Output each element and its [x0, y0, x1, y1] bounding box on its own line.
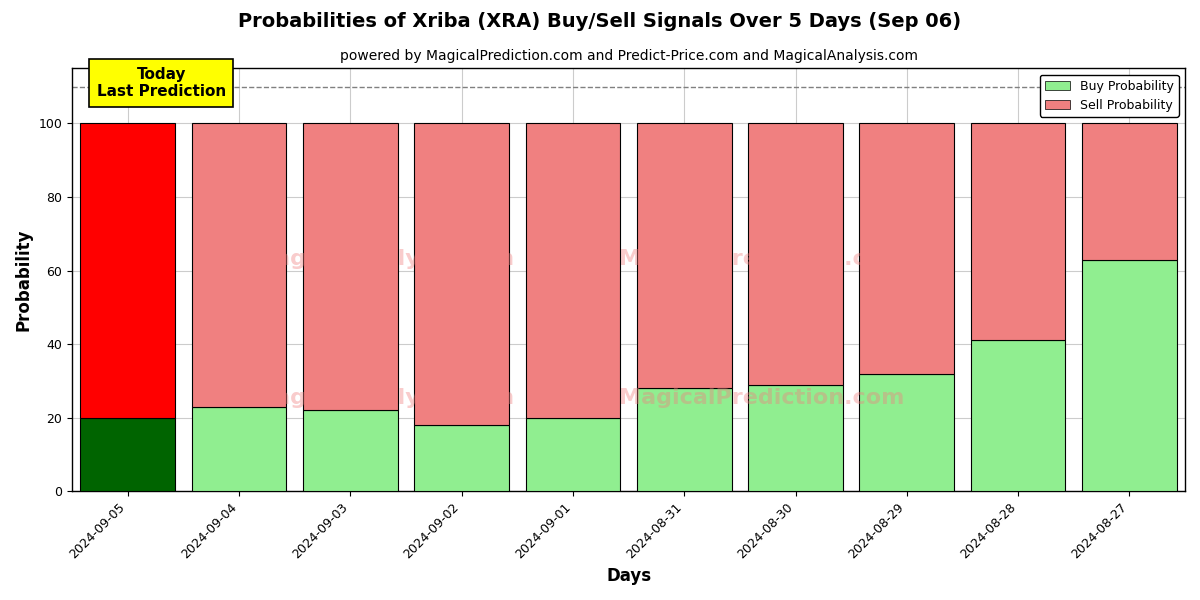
X-axis label: Days: Days	[606, 567, 652, 585]
Text: Probabilities of Xriba (XRA) Buy/Sell Signals Over 5 Days (Sep 06): Probabilities of Xriba (XRA) Buy/Sell Si…	[239, 12, 961, 31]
Bar	[304, 410, 397, 491]
Text: MagicalPrediction.com: MagicalPrediction.com	[619, 248, 905, 269]
Text: MagicalAnalysis.com: MagicalAnalysis.com	[253, 388, 515, 408]
Bar	[80, 124, 175, 418]
Bar	[637, 388, 732, 491]
Bar	[859, 374, 954, 491]
Bar	[971, 340, 1066, 491]
Bar	[414, 124, 509, 425]
Bar	[971, 124, 1066, 340]
Bar	[1082, 124, 1177, 260]
Y-axis label: Probability: Probability	[16, 229, 34, 331]
Bar	[192, 124, 287, 407]
Bar	[526, 418, 620, 491]
Bar	[80, 418, 175, 491]
Legend: Buy Probability, Sell Probability: Buy Probability, Sell Probability	[1040, 74, 1178, 117]
Bar	[414, 425, 509, 491]
Bar	[526, 124, 620, 418]
Bar	[859, 124, 954, 374]
Text: MagicalAnalysis.com: MagicalAnalysis.com	[253, 248, 515, 269]
Bar	[192, 407, 287, 491]
Bar	[749, 124, 842, 385]
Bar	[749, 385, 842, 491]
Text: MagicalPrediction.com: MagicalPrediction.com	[619, 388, 905, 408]
Title: powered by MagicalPrediction.com and Predict-Price.com and MagicalAnalysis.com: powered by MagicalPrediction.com and Pre…	[340, 49, 918, 63]
Bar	[304, 124, 397, 410]
Bar	[637, 124, 732, 388]
Bar	[1082, 260, 1177, 491]
Text: Today
Last Prediction: Today Last Prediction	[96, 67, 226, 99]
